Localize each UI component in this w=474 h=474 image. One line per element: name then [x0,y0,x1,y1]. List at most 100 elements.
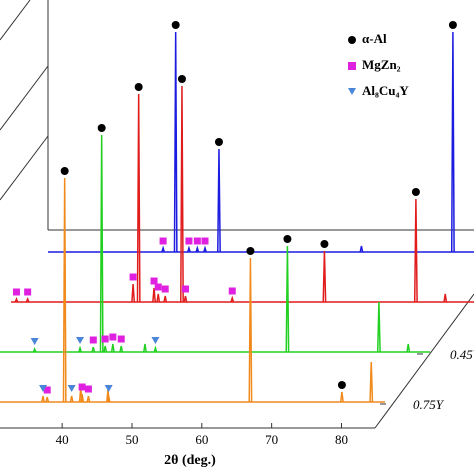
mgzn2-marker [185,237,193,245]
alpha-al-marker [177,75,186,83]
peak [230,295,235,303]
wall-diagonal [0,65,49,131]
peak [285,245,290,353]
peak [322,250,327,303]
x-tick-label: 60 [195,432,208,447]
x-tick-label: 80 [335,432,348,447]
peak [406,343,411,353]
mgzn2-marker [181,285,189,293]
alpha-al-marker [171,21,180,29]
peak [153,345,158,353]
peak [173,31,178,253]
alpha-al-marker [337,381,346,389]
mgzn2-marker [193,237,201,245]
peak [41,395,45,403]
peak [106,395,111,403]
mgzn2-marker [201,237,209,245]
legend-symbol [348,36,356,44]
peak [110,343,115,353]
peak [131,283,136,303]
series [11,85,474,303]
peak [369,361,374,403]
mgzn2-marker [78,383,86,391]
peak [180,85,184,303]
series-label: 0.45Y [450,347,474,362]
alpha-al-marker [134,83,143,91]
mgzn2-marker [43,386,51,394]
peak [78,345,82,353]
peak [69,395,74,403]
mgzn2-marker [159,237,167,245]
alpha-al-marker [97,124,106,132]
peak [62,177,67,403]
al8cu4y-marker [67,385,76,392]
mgzn2-marker [109,333,117,341]
peak [99,134,104,353]
peak [156,293,161,303]
mgzn2-marker [89,336,97,344]
peak [91,346,96,353]
peak [25,296,30,303]
legend-symbol [348,62,356,70]
peak [187,245,191,253]
axes-box [0,0,474,429]
mgzn2-marker [129,273,137,281]
mgzn2-marker [84,385,92,393]
peak [80,393,85,403]
peak [248,257,253,403]
legend-label: MgZn₂ [362,57,401,72]
series [48,31,474,253]
al8cu4y-marker [39,385,48,392]
peak [152,287,156,303]
peak [143,343,147,353]
peak [183,295,188,303]
x-tick-label: 50 [125,432,138,447]
peak [32,346,37,353]
peak [376,301,381,353]
mgzn2-marker [161,285,169,293]
peak [86,395,91,403]
alpha-al-marker [214,138,223,146]
alpha-al-marker [448,21,457,29]
depth-axis [374,293,474,429]
peak [339,391,344,403]
legend-label: α-Al [362,31,387,46]
wall-diagonal [0,0,31,41]
al8cu4y-marker [76,337,85,344]
peak [119,345,124,353]
al8cu4y-marker [30,338,39,345]
legend-symbol [348,88,356,95]
series [0,177,385,403]
peak [103,345,108,353]
peak [14,296,19,303]
peak [443,293,448,303]
x-axis-label: 2θ (deg.) [164,453,216,468]
peak [163,295,168,303]
mgzn2-marker [24,288,32,296]
alpha-al-marker [320,240,329,248]
mgzn2-marker [150,277,158,285]
series-label: 0.75Y [413,397,445,412]
peak [413,198,418,303]
x-tick-label: 40 [56,432,69,447]
alpha-al-marker [411,188,420,196]
alpha-al-marker [246,247,255,255]
peak [450,31,455,253]
wall-diagonal [0,135,49,201]
peak [203,245,207,253]
mgzn2-marker [12,288,20,296]
alpha-al-marker [283,235,292,243]
peak [136,93,141,303]
mgzn2-marker [101,335,109,343]
alpha-al-marker [60,167,69,175]
mgzn2-marker [228,287,236,295]
peak [45,396,50,403]
series [0,134,430,353]
peak [161,245,166,253]
mgzn2-marker [117,335,125,343]
peak [195,245,200,253]
al8cu4y-marker [104,385,113,392]
peak [217,148,221,253]
peak [359,245,364,253]
